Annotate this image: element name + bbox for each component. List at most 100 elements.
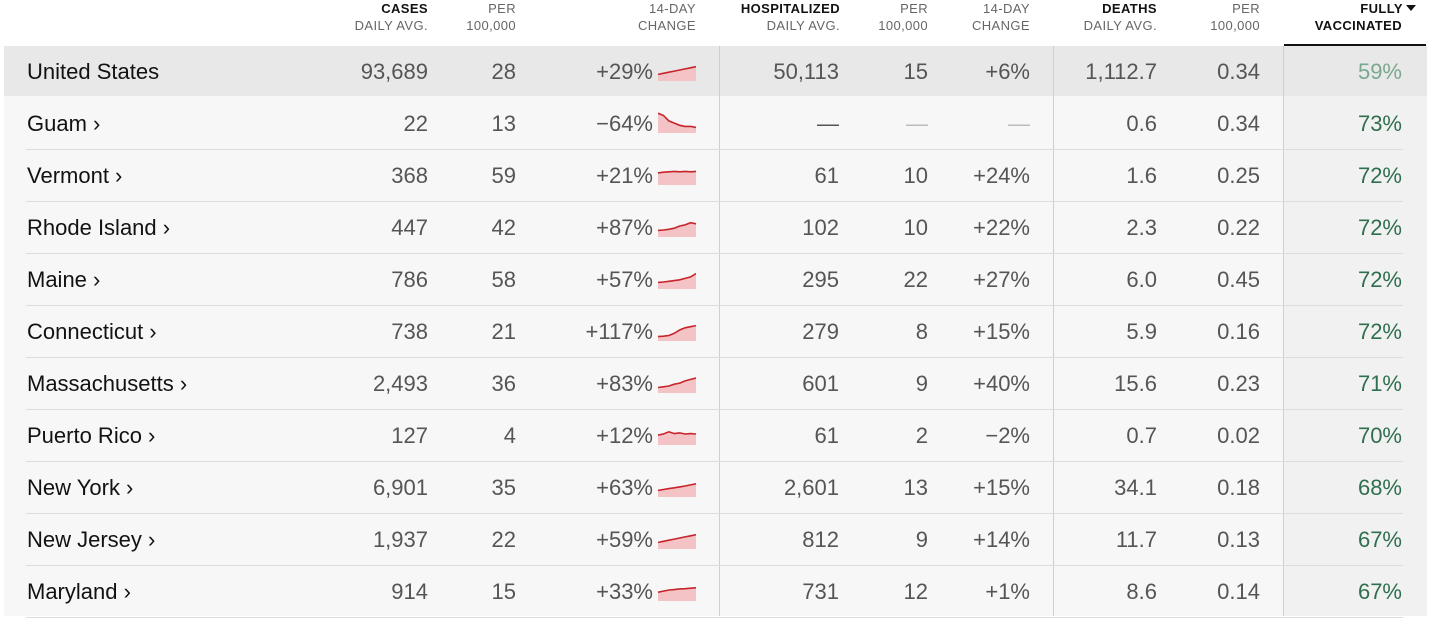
state-name-link[interactable]: Maryland › — [27, 579, 131, 604]
cell-hosp-change: +15% — [973, 475, 1030, 500]
cell-deaths: 1.6 — [1126, 163, 1157, 188]
cell-vax: 67% — [1357, 527, 1402, 552]
cell-vax: 68% — [1357, 475, 1402, 500]
header-vax-title: FULLY — [1360, 1, 1403, 16]
cell-cases: 368 — [391, 163, 428, 188]
cell-deaths: 5.9 — [1126, 319, 1157, 344]
cell-hosp-per: 10 — [903, 163, 928, 188]
header-hospitalized[interactable]: HOSPITALIZED DAILY AVG. — [720, 0, 840, 44]
header-hosp-per[interactable]: PER 100,000 — [850, 0, 928, 44]
row-divider — [26, 617, 1403, 618]
cell-hosp: 279 — [802, 319, 839, 344]
table-row[interactable]: Rhode Island › 447 42 +87% 102 10 +22% 2.3 0.22 7… — [4, 202, 1427, 254]
cell-hosp: 601 — [802, 371, 839, 396]
row-divider — [26, 201, 1403, 202]
trend-sparkline-icon — [658, 65, 696, 81]
table-row[interactable]: Massachusetts › 2,493 36 +83% 601 9 +40% 15.6 0.… — [4, 358, 1427, 410]
state-name-link[interactable]: Vermont › — [27, 163, 123, 188]
cell-cases-per: 42 — [491, 215, 516, 240]
row-divider — [26, 461, 1403, 462]
state-name-link[interactable]: New York › — [27, 475, 134, 500]
state-name-link[interactable]: Maine › — [27, 267, 101, 292]
cell-deaths: 1,112.7 — [1085, 59, 1157, 84]
header-fully-vaccinated-sort[interactable]: FULLY VACCINATED — [1284, 0, 1426, 46]
trend-sparkline-icon — [658, 170, 696, 185]
cell-cases-per: 58 — [491, 267, 516, 292]
cell-vax: 73% — [1357, 111, 1402, 136]
cell-vax: 71% — [1357, 371, 1402, 396]
trend-sparkline-icon — [658, 587, 696, 601]
header-cases-change[interactable]: 14-DAY CHANGE — [600, 0, 696, 44]
trend-sparkline-icon — [658, 430, 696, 445]
cell-deaths-per: 0.13 — [1217, 527, 1260, 552]
hosp-column-bg — [719, 46, 1053, 616]
cell-hosp-change: −2% — [985, 423, 1030, 448]
header-deaths[interactable]: DEATHS DAILY AVG. — [1060, 0, 1157, 44]
cell-hosp-change: +22% — [973, 215, 1030, 240]
cell-hosp-per: 9 — [915, 527, 928, 552]
cell-cases: 447 — [391, 215, 428, 240]
header-deaths-per[interactable]: PER 100,000 — [1180, 0, 1260, 44]
cell-cases-per: 13 — [491, 111, 516, 136]
header-cases[interactable]: CASES DAILY AVG. — [330, 0, 428, 44]
state-name-link[interactable]: Puerto Rico › — [27, 423, 156, 448]
state-name-link[interactable]: Connecticut › — [27, 319, 157, 344]
vaccinated-column-bg — [1283, 46, 1427, 616]
table-row[interactable]: New Jersey › 1,937 22 +59% 812 9 +14% 11.7 0.13 6… — [4, 514, 1427, 566]
cell-cases-change: +63% — [596, 475, 653, 500]
header-change-line1: 14-DAY — [983, 1, 1030, 16]
sort-descending-icon — [1406, 5, 1416, 11]
cell-cases-change: +12% — [596, 423, 653, 448]
row-divider — [26, 513, 1403, 514]
header-per-line2: 100,000 — [1210, 18, 1260, 33]
cell-hosp-per: 10 — [903, 215, 928, 240]
cell-hosp-change: +27% — [973, 267, 1030, 292]
cell-hosp: 102 — [802, 215, 839, 240]
cell-hosp-change: +15% — [973, 319, 1030, 344]
header-cases-per[interactable]: PER 100,000 — [440, 0, 516, 44]
trend-sparkline-icon — [658, 533, 696, 549]
cell-hosp-change: +24% — [973, 163, 1030, 188]
table-row[interactable]: Puerto Rico › 127 4 +12% 61 2 −2% 0.7 0.02 70% — [4, 410, 1427, 462]
state-name-link[interactable]: Rhode Island › — [27, 215, 171, 240]
cell-hosp-per: 12 — [903, 579, 928, 604]
cell-deaths: 0.6 — [1126, 111, 1157, 136]
row-divider — [26, 409, 1403, 410]
state-name-link[interactable]: New Jersey › — [27, 527, 156, 552]
table-row[interactable]: Guam › 22 13 −64% — — — 0.6 0.34 73% — [4, 98, 1427, 150]
column-divider — [1283, 46, 1284, 616]
header-hosp-change[interactable]: 14-DAY CHANGE — [940, 0, 1030, 44]
cell-deaths: 6.0 — [1126, 267, 1157, 292]
cell-cases-per: 22 — [491, 527, 516, 552]
cell-cases-change: −64% — [596, 111, 653, 136]
header-hosp-sub: DAILY AVG. — [766, 18, 840, 33]
cell-cases-per: 15 — [491, 579, 516, 604]
state-name-link: United States — [27, 59, 160, 84]
header-change-line2: CHANGE — [637, 18, 696, 33]
state-name-link[interactable]: Massachusetts › — [27, 371, 188, 396]
cell-cases-per: 21 — [491, 319, 516, 344]
cell-cases-change: +57% — [596, 267, 653, 292]
table-row[interactable]: Vermont › 368 59 +21% 61 10 +24% 1.6 0.25 72% — [4, 150, 1427, 202]
header-cases-title: CASES — [381, 1, 428, 16]
state-name-link[interactable]: Guam › — [27, 111, 101, 136]
cell-cases-per: 35 — [491, 475, 516, 500]
table-row[interactable]: Maryland › 914 15 +33% 731 12 +1% 8.6 0.14 67% — [4, 566, 1427, 618]
cell-hosp: 2,601 — [783, 475, 839, 500]
cell-deaths-per: 0.34 — [1217, 59, 1260, 84]
cell-hosp-per: 13 — [903, 475, 928, 500]
cell-deaths: 0.7 — [1126, 423, 1157, 448]
cell-hosp-per: 2 — [915, 423, 928, 448]
cell-deaths: 8.6 — [1126, 579, 1157, 604]
cell-vax: 72% — [1357, 267, 1402, 292]
column-divider — [1053, 46, 1054, 616]
cell-cases-change: +59% — [596, 527, 653, 552]
table-row[interactable]: Connecticut › 738 21 +117% 279 8 +15% 5.9 0.16 72… — [4, 306, 1427, 358]
cell-vax: 72% — [1357, 215, 1402, 240]
row-divider — [26, 357, 1403, 358]
table-row[interactable]: Maine › 786 58 +57% 295 22 +27% 6.0 0.45 72% — [4, 254, 1427, 306]
deaths-column-bg — [1053, 46, 1283, 616]
cell-hosp-per: 9 — [915, 371, 928, 396]
cell-vax: 72% — [1357, 163, 1402, 188]
table-row[interactable]: New York › 6,901 35 +63% 2,601 13 +15% 34.1 0.18… — [4, 462, 1427, 514]
